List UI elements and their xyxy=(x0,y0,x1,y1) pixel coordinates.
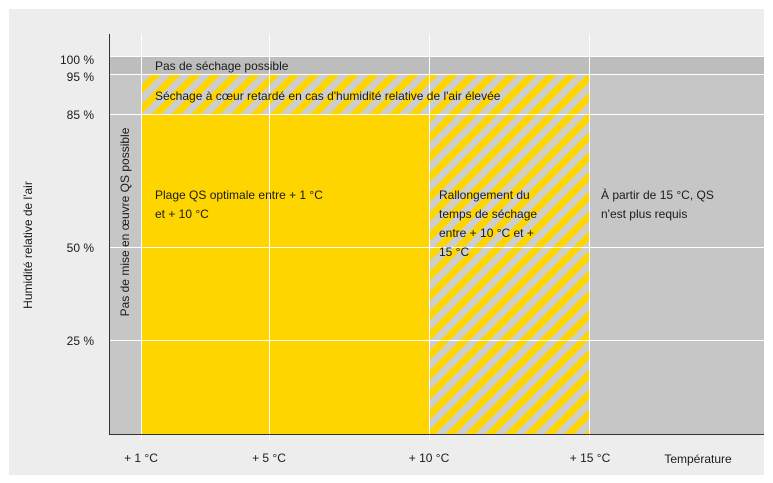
x-axis-title: Température xyxy=(664,452,732,466)
label-not-required: À partir de 15 °C, QS n'est plus requis xyxy=(601,187,714,221)
x-tick-label: + 1 °C xyxy=(124,451,158,465)
y-tick-labels: 100 % 95 % 85 % 50 % 25 % xyxy=(60,53,94,348)
y-tick-label: 50 % xyxy=(67,241,95,255)
zone-extended-drying xyxy=(429,114,589,434)
x-tick-label: + 10 °C xyxy=(409,451,450,465)
x-tick-label: + 5 °C xyxy=(252,451,286,465)
vertical-gridlines xyxy=(141,34,590,441)
label-extended-line: entre + 10 °C et + xyxy=(439,226,534,240)
y-tick-label: 95 % xyxy=(67,70,95,84)
zone-optimal xyxy=(141,114,429,434)
label-core-drying: Séchage à cœur retardé en cas d'humidité… xyxy=(155,89,501,103)
label-not-required-line: n'est plus requis xyxy=(601,207,687,221)
label-extended-line: 15 °C xyxy=(439,245,469,259)
label-extended: Rallongement du temps de séchage entre +… xyxy=(439,188,537,259)
x-tick-labels: + 1 °C + 5 °C + 10 °C + 15 °C xyxy=(124,451,610,465)
y-tick-label: 85 % xyxy=(67,108,95,122)
y-tick-label: 100 % xyxy=(60,53,94,67)
x-tick-label: + 15 °C xyxy=(570,451,611,465)
label-not-required-line: À partir de 15 °C, QS xyxy=(601,187,714,202)
label-extended-line: Rallongement du xyxy=(439,188,530,202)
zone-no-drying xyxy=(109,56,764,74)
label-extended-line: temps de séchage xyxy=(439,207,537,221)
label-optimal-line: Plage QS optimale entre + 1 °C xyxy=(155,188,323,202)
y-tick-label: 25 % xyxy=(67,334,95,348)
horizontal-gridlines xyxy=(109,56,764,341)
diagram-frame: 100 % 95 % 85 % 50 % 25 % Humidité relat… xyxy=(9,9,764,475)
label-no-drying: Pas de séchage possible xyxy=(155,59,289,73)
y-axis-title: Humidité relative de l'air xyxy=(21,181,35,309)
label-no-application: Pas de mise en œuvre QS possible xyxy=(118,127,132,316)
qs-application-diagram: 100 % 95 % 85 % 50 % 25 % Humidité relat… xyxy=(21,34,764,466)
zone-core-drying xyxy=(141,74,589,114)
label-optimal: Plage QS optimale entre + 1 °C et + 10 °… xyxy=(155,188,323,221)
label-optimal-line: et + 10 °C xyxy=(155,207,209,221)
